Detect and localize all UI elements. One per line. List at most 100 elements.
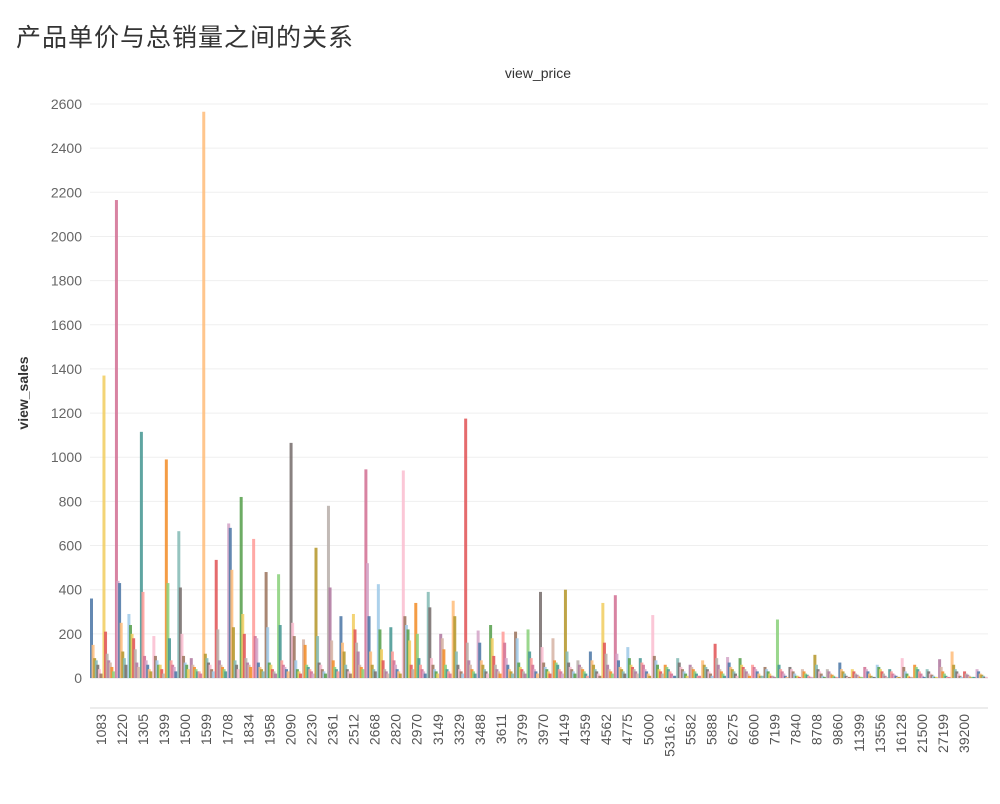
bar <box>121 651 125 678</box>
bar <box>632 669 636 678</box>
bar <box>264 572 268 678</box>
bar <box>521 671 525 678</box>
bar <box>543 666 547 678</box>
bar <box>90 598 93 678</box>
bar <box>732 671 736 678</box>
bar <box>771 675 775 678</box>
bar <box>785 676 789 678</box>
bar <box>135 662 139 678</box>
bar <box>694 673 698 678</box>
x-tick-label: 5316.2 <box>661 714 677 757</box>
x-tick-label: 39200 <box>956 714 972 753</box>
bar <box>921 675 925 678</box>
bar <box>398 673 402 678</box>
bar <box>492 655 496 678</box>
x-tick-label: 5000 <box>640 714 656 745</box>
bar <box>855 674 859 678</box>
bar <box>810 676 814 678</box>
bar <box>551 638 555 678</box>
bar <box>779 669 783 678</box>
bar <box>620 669 624 678</box>
bar <box>403 616 407 678</box>
bar <box>964 673 968 678</box>
bar <box>261 671 265 678</box>
bar <box>740 664 744 678</box>
bar <box>104 631 108 678</box>
bar <box>365 563 369 678</box>
bar <box>130 633 134 678</box>
bar <box>467 660 471 678</box>
x-tick-label: 1708 <box>219 714 235 745</box>
bar <box>829 673 833 678</box>
bar <box>495 669 499 678</box>
chart-header-label: view_price <box>505 65 571 81</box>
bar <box>539 591 542 678</box>
bar <box>158 664 162 678</box>
bar <box>197 671 201 678</box>
bar <box>334 669 338 678</box>
bar <box>415 633 419 678</box>
bar <box>221 666 225 678</box>
bar <box>284 669 288 678</box>
y-tick-label: 1800 <box>51 273 82 289</box>
bar <box>523 673 527 678</box>
bar <box>704 666 708 678</box>
bar <box>118 583 122 678</box>
bar <box>590 660 594 678</box>
bar <box>846 676 850 678</box>
bar <box>443 664 447 678</box>
bar <box>459 671 463 678</box>
bar <box>481 664 485 678</box>
bar <box>373 671 377 678</box>
bar <box>479 660 483 678</box>
bar <box>247 664 251 678</box>
bar <box>975 669 979 678</box>
x-tick-label: 5888 <box>703 714 719 745</box>
bar <box>186 669 190 678</box>
bar <box>563 589 567 678</box>
bar <box>94 660 98 678</box>
bar <box>570 669 574 678</box>
bar <box>629 664 633 678</box>
bar <box>453 616 457 678</box>
bar <box>743 669 747 678</box>
bar <box>359 666 363 678</box>
bar <box>843 673 847 678</box>
bar <box>931 675 935 678</box>
bar <box>280 660 284 678</box>
bar <box>896 676 900 678</box>
x-tick-label: 7199 <box>767 714 783 745</box>
bar <box>534 671 538 678</box>
bar <box>955 671 959 678</box>
x-tick-label: 1500 <box>177 714 193 745</box>
bar <box>894 675 898 678</box>
bar <box>947 676 951 678</box>
bar <box>907 675 911 678</box>
bar <box>908 676 912 678</box>
bar <box>655 664 659 678</box>
bar <box>119 622 123 678</box>
bar <box>727 662 731 678</box>
bar <box>730 669 734 678</box>
bar <box>114 200 118 678</box>
bar <box>509 671 513 678</box>
bar <box>780 671 784 678</box>
bar <box>581 669 585 678</box>
y-tick-label: 2400 <box>51 140 82 156</box>
bar <box>498 673 502 678</box>
bar <box>397 671 401 678</box>
bar <box>392 660 396 678</box>
bar <box>869 675 873 678</box>
x-tick-label: 2970 <box>409 714 425 745</box>
bar <box>760 675 764 678</box>
bar <box>122 658 126 678</box>
bar <box>598 675 602 678</box>
bar <box>192 666 196 678</box>
bar <box>345 669 349 678</box>
bar <box>654 660 658 678</box>
bar <box>230 569 234 678</box>
bar <box>278 625 282 678</box>
bar <box>889 671 893 678</box>
bar <box>107 660 111 678</box>
bar <box>797 676 801 678</box>
